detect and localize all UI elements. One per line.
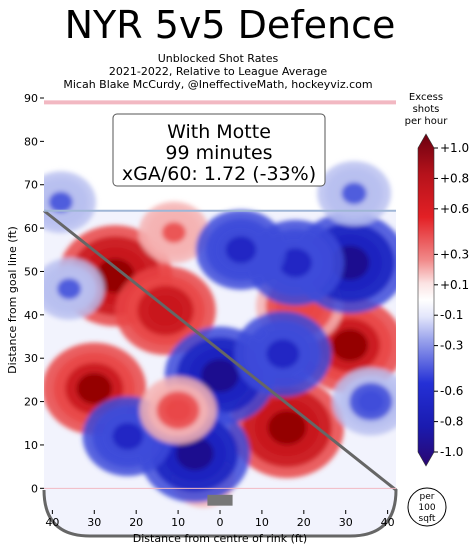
x-tick-label: 40 [45, 516, 59, 529]
rink-boards [42, 209, 398, 538]
x-tick-label: 20 [129, 516, 143, 529]
x-tick-label: 0 [217, 516, 224, 529]
heatmap-hotspot [331, 329, 369, 362]
y-tick-label: 40 [24, 309, 38, 322]
badge-line-3: sqft [419, 514, 436, 524]
badge-line-2: 100 [418, 503, 435, 513]
y-tick-label: 70 [24, 179, 38, 192]
y-tick-label: 0 [31, 482, 38, 495]
colorbar-tick-label: +0.8 [440, 171, 469, 185]
y-tick-label: 30 [24, 352, 38, 365]
colorbar-title-1: Excess [409, 92, 443, 103]
x-tick-label: 20 [297, 516, 311, 529]
x-tick-label: 30 [87, 516, 101, 529]
heatmap-hotspot [266, 339, 300, 369]
heatmap-area [44, 161, 396, 537]
heatmap-hotspot [278, 248, 312, 278]
colorbar-tick-label: +1.0 [440, 141, 469, 155]
x-tick-label: 10 [171, 516, 185, 529]
heatmap-hotspot [164, 398, 192, 422]
annotation-xga: xGA/60: 1.72 (-33%) [122, 163, 316, 185]
annotation-box: With Motte 99 minutes xGA/60: 1.72 (-33%… [112, 113, 326, 187]
goal-net [207, 494, 233, 506]
heatmap-hotspot [161, 221, 186, 243]
heatmap-hotspot [57, 278, 82, 300]
heatmap-hotspot [148, 295, 183, 326]
y-tick-label: 60 [24, 222, 38, 235]
colorbar-tick-label: -0.8 [440, 415, 463, 429]
heatmap-hotspot [267, 410, 307, 445]
heatmap-hotspot [201, 358, 239, 393]
heatmap-hotspot [341, 182, 367, 205]
y-tick-label: 80 [24, 135, 38, 148]
chart-subtitle-3: Micah Blake McCurdy, @IneffectiveMath, h… [63, 78, 372, 91]
colorbar-tick-label: +0.6 [440, 202, 469, 216]
colorbar-tick-label: +0.3 [440, 247, 469, 261]
colorbar: Excess shots per hour +1.0 +0.8 +0.6 +0.3 +0… [405, 92, 469, 467]
badge-line-1: per [420, 492, 435, 502]
annotation-minutes: 99 minutes [165, 142, 272, 164]
x-tick-label: 40 [381, 516, 395, 529]
heatmap-hotspot [112, 422, 144, 450]
chart-title: NYR 5v5 Defence [65, 3, 396, 47]
chart-subtitle-1: Unblocked Shot Rates [158, 52, 279, 65]
colorbar-tick-label: -1.0 [440, 445, 463, 459]
chart-subtitle-2: 2021-2022, Relative to League Average [109, 65, 327, 78]
colorbar-gradient [417, 133, 435, 467]
y-tick-label: 20 [24, 396, 38, 409]
colorbar-tick-label: -0.6 [440, 384, 463, 398]
y-tick-label: 90 [24, 92, 38, 105]
colorbar-tick-label: -0.1 [440, 308, 463, 322]
heatmap-hotspot [76, 372, 112, 405]
x-axis-label: Distance from centre of rink (ft) [133, 532, 307, 545]
heatmap-hotspot [357, 390, 384, 414]
y-axis-label: Distance from goal line (ft) [6, 226, 19, 374]
y-tick-label: 10 [24, 439, 38, 452]
heatmap-hotspot [225, 236, 257, 264]
y-tick-label: 50 [24, 265, 38, 278]
x-tick-label: 30 [339, 516, 353, 529]
colorbar-tick-label: +0.1 [440, 278, 469, 292]
heatmap-hotspot [48, 191, 73, 213]
annotation-player: With Motte [167, 121, 271, 143]
colorbar-title-3: per hour [405, 116, 449, 127]
colorbar-tick-label: -0.3 [440, 339, 463, 353]
colorbar-title-2: shots [413, 104, 440, 115]
heatmap-hotspot [176, 436, 214, 471]
x-tick-label: 10 [255, 516, 269, 529]
per-area-badge: per 100 sqft [407, 487, 447, 527]
